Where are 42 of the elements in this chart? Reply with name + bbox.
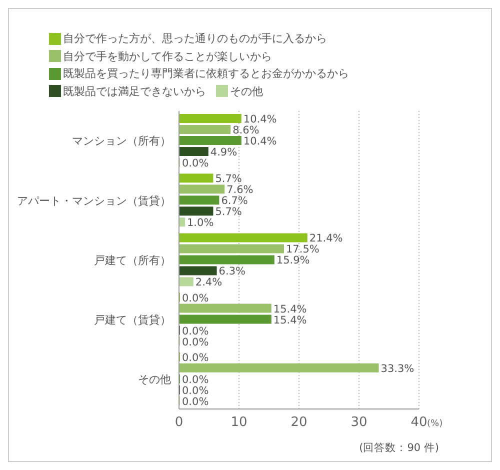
data-label: 15.9% [276,254,310,267]
text: (回答数：90 件) [359,441,439,455]
data-label: 5.7% [215,173,242,186]
data-label: 0.0% [182,374,209,386]
x-tick-label: 0 [174,415,184,430]
data-label: 15.4% [273,314,307,326]
legend-label: 既製品では満足できないから [62,84,206,98]
x-tick-label: 30 [350,415,368,430]
y-tick-label: 戸建て（賃貸） [94,314,171,327]
data-label: 4.9% [210,146,238,158]
x-tick-label: 20 [290,415,308,430]
data-label: 6.3% [218,266,246,278]
legend-label: 自分で手を動かして作ることが楽しいから [62,48,272,64]
data-label: 0.0% [182,325,209,338]
data-label: 10.4% [243,114,277,126]
data-label: 7.6% [226,184,254,196]
legend-label: その他 [229,84,263,98]
data-label: 33.3% [380,362,414,375]
x-axis-title: (%) [427,419,443,429]
x-tick-label: 40 [410,415,428,430]
x-tick-label: 10 [230,415,248,430]
legend-label: 自分で作った方が、思った通りのものが手に入るから [62,31,327,46]
y-tick-label: アパート・マンション（賃貸） [17,194,171,208]
data-label: 10.4% [243,136,277,148]
data-label: 2.4% [195,276,222,289]
data-label: 6.7% [221,195,248,208]
data-label: 15.4% [273,303,307,316]
y-tick-label: 戸建て（所有） [94,254,171,267]
data-label: 5.7% [215,206,242,218]
data-label: 0.0% [182,158,209,170]
data-label: 17.5% [286,244,320,256]
data-label: 0.0% [182,384,209,397]
data-label: 0.0% [182,352,209,364]
data-label: 0.0% [182,336,209,348]
data-label: 21.4% [309,232,343,245]
data-label: 8.6% [232,124,260,136]
y-tick-label: その他 [138,373,171,386]
data-label: 0.0% [182,292,209,304]
data-label: 1.0% [187,217,214,230]
legend-label: 既製品を買ったり専門業者に依頼するとお金がかかるから [62,66,349,81]
data-label: 0.0% [182,396,209,408]
y-tick-label: マンション（所有） [72,134,171,148]
